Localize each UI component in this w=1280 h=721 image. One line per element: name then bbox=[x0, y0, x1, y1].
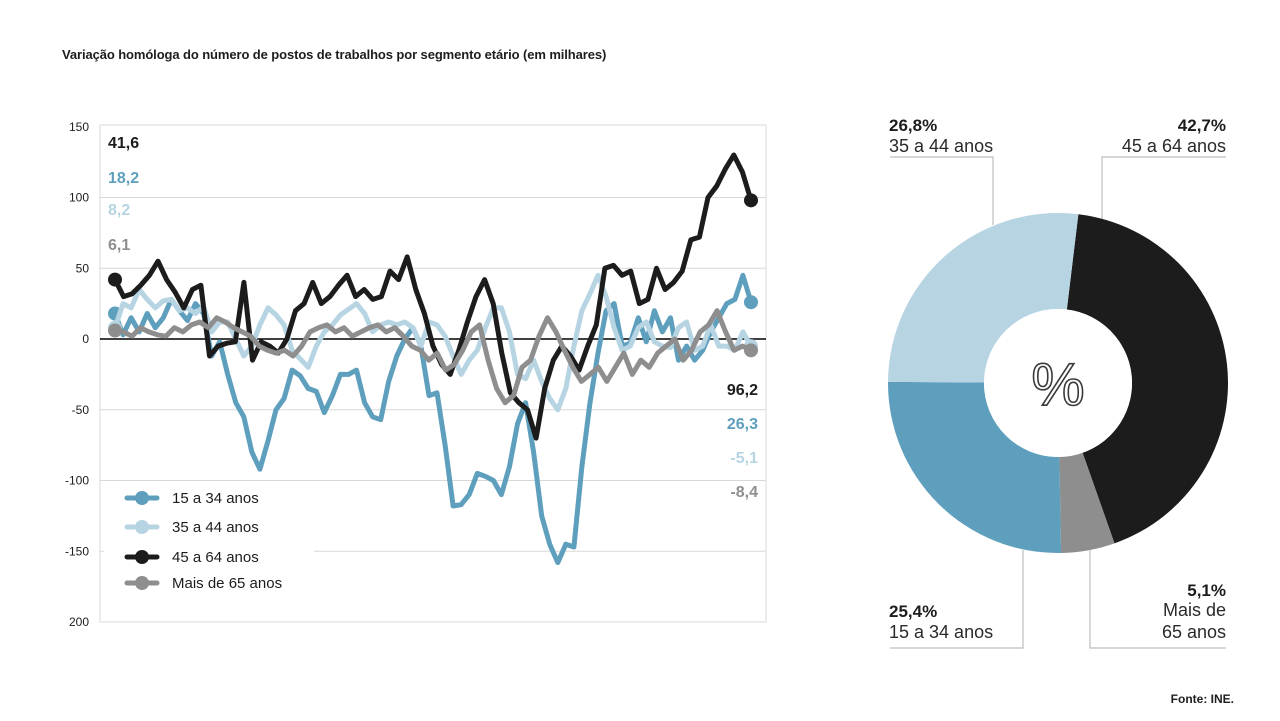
y-tick-label: 50 bbox=[76, 261, 90, 275]
donut-value-label: 25,4% bbox=[889, 602, 937, 621]
series-end-point bbox=[744, 343, 758, 358]
donut-center-label: % bbox=[1031, 351, 1084, 418]
series-line-s45_64 bbox=[112, 152, 754, 441]
line-chart-series bbox=[108, 152, 758, 566]
start-value-label: 18,2 bbox=[108, 170, 139, 187]
start-value-label: 41,6 bbox=[108, 135, 139, 152]
source-note: Fonte: INE. bbox=[1170, 692, 1234, 706]
leader-line bbox=[890, 156, 994, 225]
start-value-label: 8,2 bbox=[108, 202, 130, 219]
y-tick-label: 200 bbox=[69, 615, 89, 629]
donut-value-label: 5,1% bbox=[1187, 581, 1226, 600]
start-value-label: 6,1 bbox=[108, 237, 130, 254]
plot-frame bbox=[99, 124, 767, 623]
series-line-s65 bbox=[112, 308, 754, 406]
legend-label: 35 a 44 anos bbox=[172, 519, 259, 536]
series-start-point bbox=[108, 323, 122, 338]
end-value-label: -8,4 bbox=[730, 484, 758, 501]
end-value-label: -5,1 bbox=[730, 450, 758, 467]
donut-center: % bbox=[984, 309, 1132, 457]
legend-label: Mais de 65 anos bbox=[172, 575, 282, 592]
y-tick-label: 100 bbox=[69, 191, 89, 205]
series-end-point bbox=[744, 193, 758, 208]
legend-label: 15 a 34 anos bbox=[172, 490, 259, 507]
y-tick-label: -100 bbox=[65, 474, 89, 488]
y-tick-label: -50 bbox=[72, 403, 90, 417]
donut-category-label: 15 a 34 anos bbox=[889, 622, 993, 642]
leader-line bbox=[890, 550, 1024, 649]
leader-line bbox=[1101, 156, 1226, 222]
line-chart-end-labels: 96,2 26,3 -5,1 -8,4 bbox=[727, 382, 758, 501]
y-tick-label: 0 bbox=[82, 332, 89, 346]
legend-swatch-dot bbox=[135, 550, 149, 564]
legend-swatch-dot bbox=[135, 491, 149, 505]
donut-category-label: Mais de bbox=[1163, 600, 1226, 620]
legend-label: 45 a 64 anos bbox=[172, 549, 259, 566]
y-tick-label: 150 bbox=[69, 120, 89, 134]
donut-slices bbox=[887, 213, 1228, 553]
legend-swatch-dot bbox=[135, 576, 149, 590]
donut-hole bbox=[984, 309, 1132, 457]
leader-line bbox=[1089, 548, 1226, 649]
line-chart-y-ticks: 150 100 50 0 -50 -100 -150 200 bbox=[65, 120, 89, 629]
donut-category-label: 45 a 64 anos bbox=[1122, 136, 1226, 156]
donut-value-label: 26,8% bbox=[889, 116, 937, 135]
line-chart-start-labels: 41,6 18,2 8,2 6,1 bbox=[108, 135, 139, 254]
donut-slice bbox=[887, 381, 1062, 553]
series-end-point bbox=[744, 295, 758, 310]
legend-swatch-dot bbox=[135, 520, 149, 534]
donut-slice bbox=[1059, 452, 1115, 553]
line-chart-legend: 15 a 34 anos 35 a 44 anos 45 a 64 anos Mais… bbox=[104, 484, 314, 600]
y-tick-label: -150 bbox=[65, 544, 89, 558]
series-start-point bbox=[108, 272, 122, 287]
donut-value-label: 42,7% bbox=[1178, 116, 1226, 135]
donut-slice bbox=[888, 213, 1079, 383]
donut-slice bbox=[1066, 214, 1228, 544]
donut-leader-lines bbox=[890, 156, 1226, 649]
donut-category-label: 65 anos bbox=[1162, 622, 1226, 642]
chart-title: Variação homóloga do número de postos de… bbox=[62, 47, 607, 62]
end-value-label: 26,3 bbox=[727, 416, 758, 433]
donut-category-label: 35 a 44 anos bbox=[889, 136, 993, 156]
end-value-label: 96,2 bbox=[727, 382, 758, 399]
line-chart: 150 100 50 0 -50 -100 -150 200 41,6 18,2 8,2 6,1 9… bbox=[65, 120, 767, 629]
